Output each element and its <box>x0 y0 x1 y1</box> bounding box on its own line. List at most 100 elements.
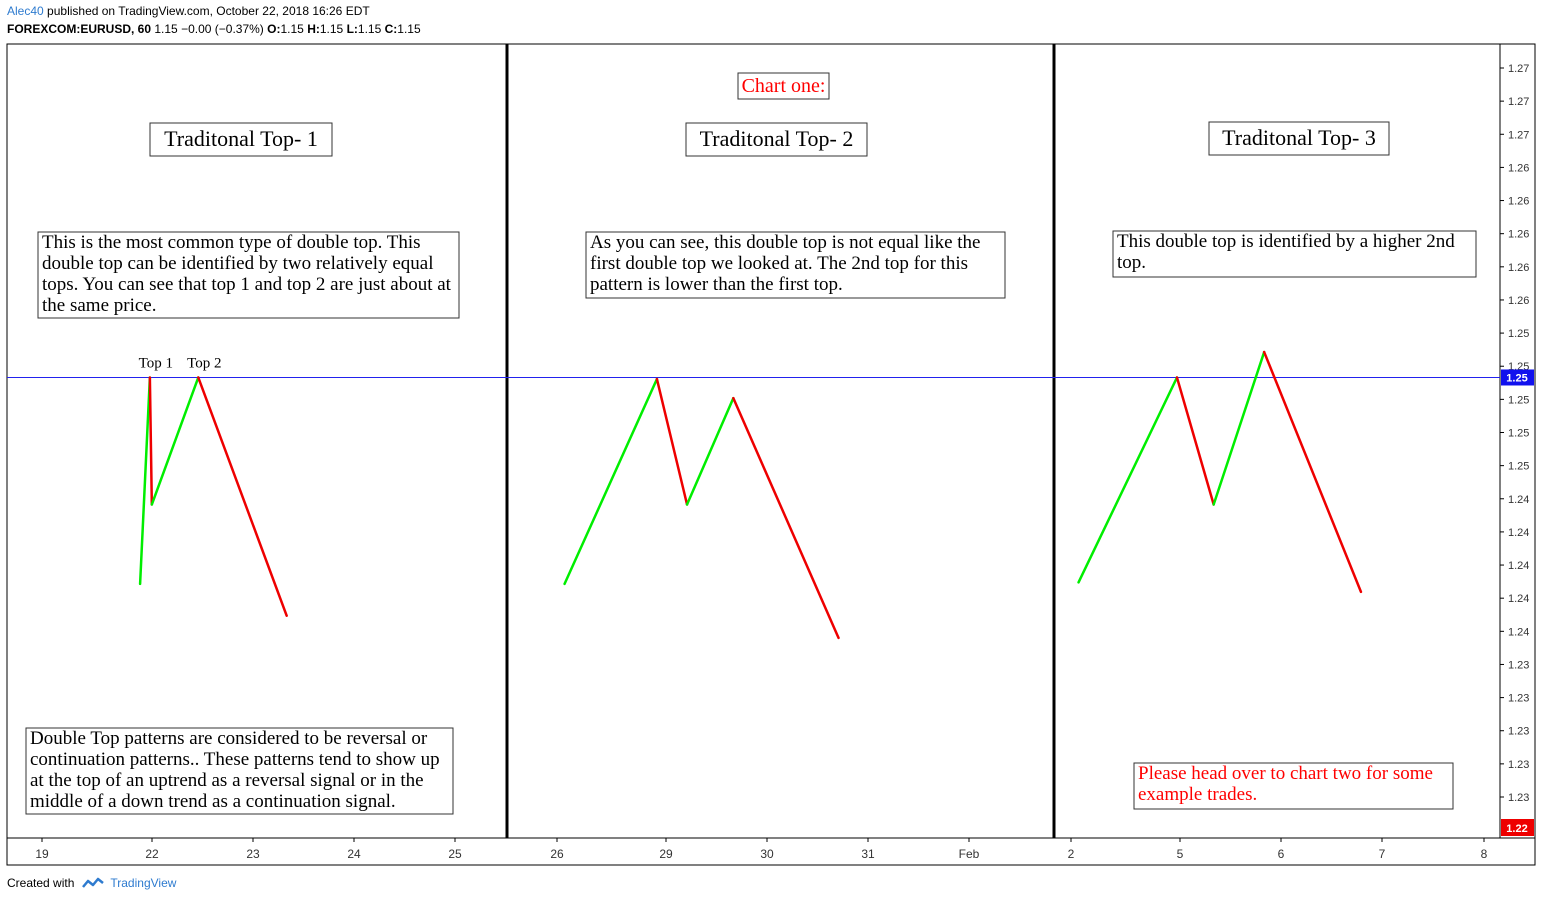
x-tick-label: 25 <box>448 847 462 861</box>
y-tick-label: 1.24 <box>1508 527 1529 539</box>
y-tick-label: 1.26 <box>1508 162 1529 174</box>
panel2-title: Traditonal Top- 2 <box>699 126 854 152</box>
desc-box-3-frame <box>1112 230 1477 278</box>
low-value: 1.15 <box>357 22 382 36</box>
series-segment <box>732 396 840 640</box>
open-value: 1.15 <box>280 22 304 36</box>
x-tick-label: 8 <box>1481 847 1488 861</box>
footer: Created with TradingView <box>7 876 176 890</box>
top-label: Top 2 <box>187 355 221 371</box>
x-tick-label: 22 <box>145 847 159 861</box>
x-tick-label: 29 <box>659 847 673 861</box>
chart-one-label: Chart one: <box>741 75 826 97</box>
series-segment <box>197 376 288 617</box>
panel3-title-frame <box>1208 121 1390 156</box>
change-value: 1.15 −0.00 (−0.37%) <box>154 22 264 36</box>
x-tick-label: 30 <box>760 847 774 861</box>
desc-box-3: This double top is identified by a highe… <box>1117 231 1455 273</box>
y-tick-label: 1.26 <box>1508 262 1529 274</box>
hline-price-label: 1.25 <box>1506 372 1527 384</box>
series-segment <box>563 377 659 586</box>
chart-one-label-text: Chart one: <box>741 75 826 97</box>
desc-box-5: Please head over to chart two for some e… <box>1138 763 1433 805</box>
y-tick-label: 1.26 <box>1508 229 1529 241</box>
desc-box-4-text: Double Top patterns are considered to be… <box>30 728 440 812</box>
desc-box-5-frame <box>1133 762 1454 810</box>
desc-box-2: As you can see, this double top is not e… <box>590 232 981 295</box>
y-tick-label: 1.23 <box>1508 659 1529 671</box>
top-label: Top 1 <box>139 355 173 371</box>
y-tick-label: 1.27 <box>1508 63 1529 75</box>
y-tick-label: 1.25 <box>1508 328 1529 340</box>
panel1-title: Traditonal Top- 1 <box>164 126 318 152</box>
series-segment <box>150 376 200 506</box>
author-link[interactable]: Alec40 <box>7 4 44 18</box>
tradingview-link[interactable]: TradingView <box>110 876 177 890</box>
y-tick-label: 1.26 <box>1508 295 1529 307</box>
x-tick-label: 26 <box>550 847 564 861</box>
desc-box-4-frame <box>25 727 454 815</box>
series-segment <box>1175 376 1215 506</box>
tradingview-logo-icon <box>82 877 105 888</box>
last-price-label: 1.22 <box>1506 823 1527 835</box>
series-segment <box>138 376 152 586</box>
series-segment <box>148 376 154 506</box>
x-tick-label: 6 <box>1278 847 1285 861</box>
x-tick-label: 23 <box>246 847 260 861</box>
high-label: H: <box>307 22 320 36</box>
y-tick-label: 1.27 <box>1508 129 1529 141</box>
x-tick-label: 19 <box>35 847 49 861</box>
series-segment <box>655 377 689 506</box>
close-label: C: <box>384 22 398 36</box>
y-tick-label: 1.23 <box>1508 759 1529 771</box>
y-tick-label: 1.23 <box>1508 792 1529 804</box>
close-value: 1.15 <box>397 22 421 36</box>
high-value: 1.15 <box>319 22 344 36</box>
published-text: published on TradingView.com, October 22… <box>47 4 370 18</box>
open-label: O: <box>267 22 281 36</box>
panel3-title-text: Traditonal Top- 3 <box>1222 125 1376 151</box>
y-tick-label: 1.23 <box>1508 693 1529 705</box>
series-segment <box>1262 350 1363 594</box>
desc-box-5-text: Please head over to chart two for some e… <box>1138 763 1433 805</box>
y-tick-label: 1.25 <box>1508 394 1529 406</box>
panel2-title-frame <box>685 122 868 157</box>
y-tick-label: 1.24 <box>1508 626 1529 638</box>
x-tick-label: 7 <box>1379 847 1386 861</box>
panel3-title: Traditonal Top- 3 <box>1222 125 1376 151</box>
series-segment <box>1212 350 1266 506</box>
created-with-text: Created with <box>7 876 75 890</box>
desc-box-1-frame <box>37 231 460 319</box>
x-tick-label: 5 <box>1177 847 1184 861</box>
y-tick-label: 1.26 <box>1508 196 1529 208</box>
x-tick-label: 31 <box>861 847 875 861</box>
x-tick-label: 2 <box>1068 847 1075 861</box>
last-price-badge <box>1501 819 1534 836</box>
y-tick-label: 1.23 <box>1508 726 1529 738</box>
desc-box-3-text: This double top is identified by a highe… <box>1117 231 1455 273</box>
desc-box-2-text: As you can see, this double top is not e… <box>590 232 981 295</box>
publish-info: Alec40 published on TradingView.com, Oct… <box>7 4 370 18</box>
desc-box-2-frame <box>585 231 1006 299</box>
y-tick-label: 1.24 <box>1508 593 1529 605</box>
x-tick-label: Feb <box>959 847 980 861</box>
series-segment <box>1077 376 1179 584</box>
chart-one-label-frame <box>737 72 830 100</box>
x-tick-label: 24 <box>347 847 361 861</box>
desc-box-4: Double Top patterns are considered to be… <box>30 728 440 812</box>
hline-price-badge <box>1501 369 1534 386</box>
y-tick-label: 1.27 <box>1508 96 1529 108</box>
panel2-title-text: Traditonal Top- 2 <box>699 126 854 152</box>
series-segment <box>685 396 735 506</box>
price-axis <box>1499 43 1536 839</box>
desc-box-1-text: This is the most common type of double t… <box>42 232 451 316</box>
desc-box-1: This is the most common type of double t… <box>42 232 451 316</box>
y-tick-label: 1.24 <box>1508 494 1529 506</box>
y-tick-label: 1.24 <box>1508 560 1529 572</box>
panel1-title-text: Traditonal Top- 1 <box>164 126 318 152</box>
y-tick-label: 1.25 <box>1508 461 1529 473</box>
y-tick-label: 1.25 <box>1508 428 1529 440</box>
symbol-info: FOREXCOM:EURUSD, 60 1.15 −0.00 (−0.37%) … <box>7 22 421 36</box>
symbol-label: FOREXCOM:EURUSD, 60 <box>7 22 152 36</box>
